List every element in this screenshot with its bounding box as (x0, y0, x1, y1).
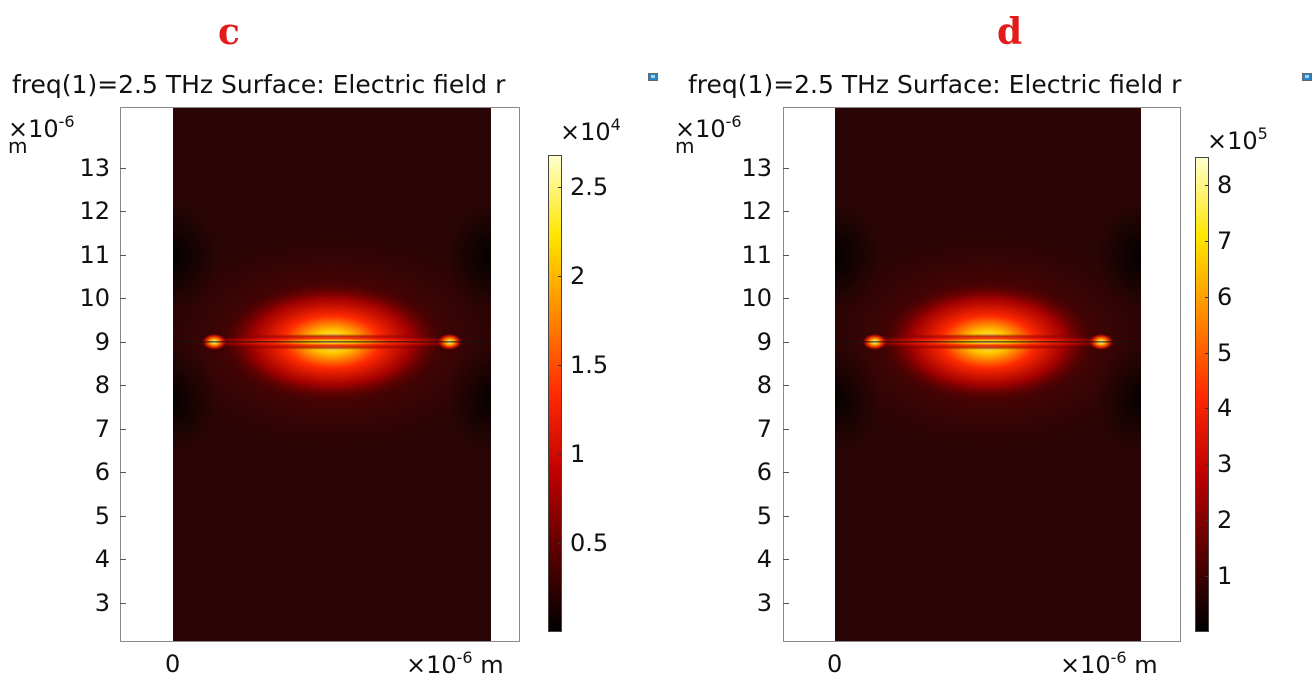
y-tick-label: 6 (756, 458, 772, 487)
y-tick-mark (783, 211, 789, 213)
y-tick-label: 13 (79, 153, 110, 182)
y-tick-mark (120, 298, 126, 300)
colorbar (548, 155, 562, 632)
field-heatmap (835, 108, 1141, 641)
colorbar-tick-mark (1205, 352, 1209, 354)
y-tick-label: 9 (756, 327, 772, 356)
y-tick-mark (783, 254, 789, 256)
colorbar-tick-label: 6 (1217, 282, 1233, 311)
y-tick-label: 8 (756, 371, 772, 400)
y-tick-label: 7 (756, 414, 772, 443)
y-tick-label: 4 (94, 545, 110, 574)
colorbar-tick-label: 7 (1217, 226, 1233, 255)
colorbar-tick-label: 1 (1217, 562, 1233, 591)
y-axis-unit: m (8, 134, 28, 158)
y-tick-label: 11 (741, 240, 772, 269)
colorbar-tick-label: 8 (1217, 170, 1233, 199)
y-tick-mark (120, 167, 126, 169)
y-tick-label: 6 (94, 458, 110, 487)
colorbar-multiplier: ×105 (1207, 124, 1268, 155)
y-axis-multiplier: ×10-6 (675, 112, 742, 143)
y-tick-mark (783, 472, 789, 474)
y-tick-label: 12 (79, 197, 110, 226)
y-tick-mark (120, 559, 126, 561)
colorbar-tick-mark (558, 454, 562, 455)
colorbar (1195, 157, 1209, 632)
field-map (173, 108, 491, 641)
y-tick-label: 13 (741, 153, 772, 182)
y-tick-mark (783, 515, 789, 517)
y-tick-mark (783, 298, 789, 300)
colorbar-tick-label: 2.5 (570, 173, 609, 202)
colorbar-tick-mark (1205, 184, 1209, 186)
field-heatmap (173, 108, 491, 641)
y-tick-label: 5 (756, 501, 772, 530)
colorbar-tick-mark (1205, 576, 1209, 578)
y-tick-mark (783, 428, 789, 430)
panel-label: c (218, 11, 240, 53)
y-tick-mark (783, 559, 789, 561)
plot-area (120, 107, 520, 642)
colorbar-tick-mark (558, 365, 562, 367)
y-tick-mark (783, 385, 789, 387)
y-tick-label: 11 (79, 240, 110, 269)
y-tick-mark (120, 385, 126, 387)
x-tick-label: 0 (827, 650, 843, 678)
colorbar-tick-label: 1 (570, 440, 586, 468)
plot-title: freq(1)=2.5 THz Surface: Electric field … (12, 70, 506, 99)
colorbar-tick-label: 5 (1217, 338, 1233, 367)
colorbar-tick-mark (558, 543, 562, 544)
field-map (835, 108, 1141, 641)
colorbar-tick-label: 4 (1217, 394, 1233, 423)
y-axis-multiplier: ×10-6 (8, 112, 75, 143)
colorbar-tick-mark (558, 187, 562, 189)
y-tick-label: 8 (94, 371, 110, 400)
y-tick-mark (120, 254, 126, 256)
colorbar-tick-mark (558, 276, 562, 278)
y-tick-mark (783, 341, 789, 343)
y-tick-label: 10 (79, 284, 110, 313)
panel-label: d (997, 11, 1023, 53)
x-axis-multiplier: ×10-6 m (1060, 648, 1158, 679)
y-tick-mark (120, 515, 126, 517)
y-tick-label: 10 (741, 284, 772, 313)
colorbar-tick-label: 2 (570, 262, 586, 291)
y-tick-mark (120, 602, 126, 604)
colorbar-multiplier: ×104 (560, 115, 621, 146)
y-tick-label: 9 (94, 327, 110, 356)
x-axis-multiplier: ×10-6 m (406, 648, 504, 679)
panel-c: c freq(1)=2.5 THz Surface: Electric fiel… (8, 11, 658, 679)
colorbar-tick-label: 1.5 (570, 351, 609, 380)
y-tick-mark (783, 602, 789, 604)
colorbar-tick-mark (1205, 464, 1209, 466)
y-tick-label: 5 (94, 501, 110, 530)
colorbar-tick-label: 0.5 (570, 529, 609, 557)
plot-area (783, 107, 1181, 642)
colorbar-tick-mark (1205, 408, 1209, 410)
y-tick-mark (120, 472, 126, 474)
x-tick-label: 0 (165, 650, 181, 678)
colorbar-tick-label: 3 (1217, 450, 1233, 479)
y-tick-mark (120, 341, 126, 343)
plot-icon (1302, 73, 1312, 81)
y-tick-label: 4 (756, 545, 772, 574)
plot-title: freq(1)=2.5 THz Surface: Electric field … (688, 70, 1182, 99)
y-tick-mark (120, 211, 126, 213)
y-axis-unit: m (675, 134, 695, 158)
colorbar-tick-mark (1205, 520, 1209, 522)
colorbar-tick-mark (1205, 240, 1209, 242)
colorbar-tick-label: 2 (1217, 506, 1233, 535)
panel-d: d freq(1)=2.5 THz Surface: Electric fiel… (657, 0, 1314, 680)
y-tick-label: 3 (94, 588, 110, 617)
y-tick-label: 12 (741, 197, 772, 226)
colorbar-tick-mark (1205, 296, 1209, 298)
y-tick-mark (120, 428, 126, 430)
y-tick-mark (783, 167, 789, 169)
y-tick-label: 3 (756, 588, 772, 617)
y-tick-label: 7 (94, 414, 110, 443)
plot-icon (648, 73, 658, 81)
